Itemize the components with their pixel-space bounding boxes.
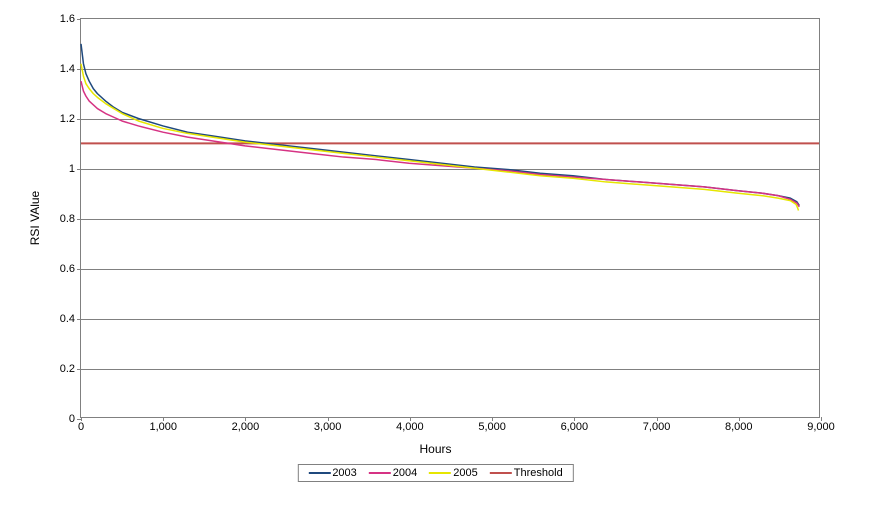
tick-label-x: 8,000 [725, 417, 753, 433]
legend-swatch [490, 472, 512, 474]
tick-label-x: 2,000 [232, 417, 260, 433]
tick-label-y: 0.6 [60, 263, 81, 275]
tick-label-x: 3,000 [314, 417, 342, 433]
plot-area: 00.20.40.60.811.21.41.601,0002,0003,0004… [80, 18, 820, 418]
tick-label-y: 1.4 [60, 63, 81, 75]
rsi-duration-chart: 00.20.40.60.811.21.41.601,0002,0003,0004… [0, 0, 871, 506]
tick-label-y: 0.2 [60, 363, 81, 375]
series-2003 [81, 44, 799, 206]
legend-label: 2004 [393, 467, 417, 479]
x-axis-title: Hours [419, 442, 451, 456]
tick-label-x: 0 [78, 417, 84, 433]
legend-item-threshold: Threshold [490, 467, 563, 479]
legend-swatch [369, 472, 391, 474]
tick-label-x: 9,000 [807, 417, 835, 433]
tick-label-y: 1.2 [60, 113, 81, 125]
tick-label-x: 4,000 [396, 417, 424, 433]
tick-label-y: 1.6 [60, 13, 81, 25]
legend-item-2003: 2003 [308, 467, 356, 479]
series-svg [81, 19, 819, 417]
tick-label-y: 0.8 [60, 213, 81, 225]
legend-item-2005: 2005 [429, 467, 477, 479]
legend-label: 2003 [332, 467, 356, 479]
tick-label-y: 0.4 [60, 313, 81, 325]
legend-label: 2005 [453, 467, 477, 479]
legend-item-2004: 2004 [369, 467, 417, 479]
legend: 2003 2004 2005 Threshold [297, 464, 573, 482]
legend-swatch [308, 472, 330, 474]
tick-label-x: 5,000 [478, 417, 506, 433]
tick-label-y: 1 [69, 163, 81, 175]
legend-swatch [429, 472, 451, 474]
legend-label: Threshold [514, 467, 563, 479]
tick-label-x: 7,000 [643, 417, 671, 433]
y-axis-title: RSI VAlue [28, 191, 42, 245]
tick-label-x: 1,000 [149, 417, 177, 433]
tick-label-x: 6,000 [561, 417, 589, 433]
